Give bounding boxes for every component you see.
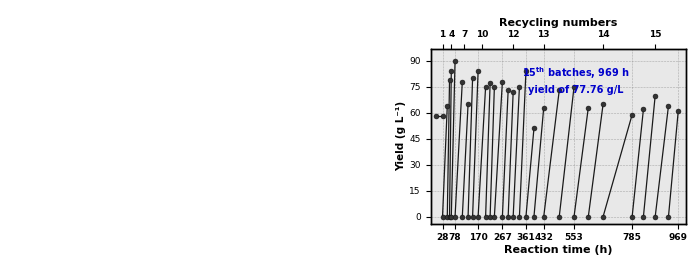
X-axis label: Recycling numbers: Recycling numbers <box>499 18 617 28</box>
Y-axis label: Yield (g L⁻¹): Yield (g L⁻¹) <box>396 101 407 171</box>
Text: $\mathbf{15^{th}}$ batches, 969 h
yield of 77.76 g/L: $\mathbf{15^{th}}$ batches, 969 h yield … <box>522 65 630 95</box>
X-axis label: Reaction time (h): Reaction time (h) <box>504 245 612 255</box>
